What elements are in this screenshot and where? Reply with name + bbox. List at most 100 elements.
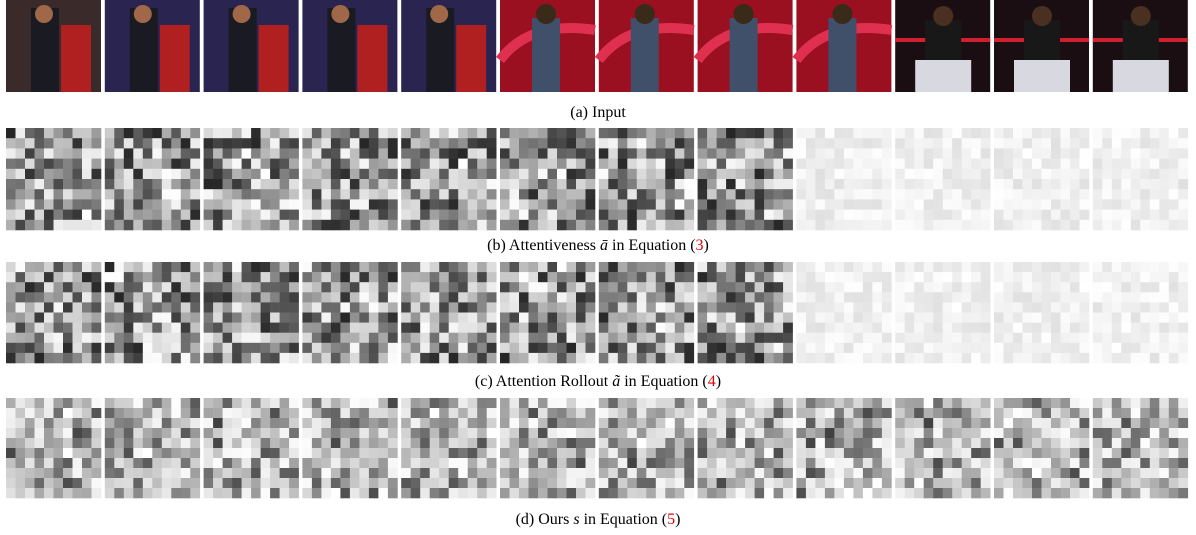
heatmap-cell (180, 272, 191, 283)
heatmap-cell (429, 428, 440, 439)
heatmap-cell (853, 428, 864, 439)
heatmap-cell (1102, 148, 1113, 159)
heatmap-cell (697, 302, 708, 313)
equation-ref[interactable]: 3 (696, 237, 704, 254)
heatmap-cell (745, 322, 755, 333)
heatmap-cell (1159, 312, 1170, 323)
heatmap-cell (289, 468, 299, 479)
heatmap-cell (378, 458, 389, 469)
heatmap-cell (1140, 158, 1151, 170)
heatmap-cell (980, 158, 991, 170)
heatmap-cell (684, 148, 695, 159)
heatmap-cell (745, 272, 755, 283)
heatmap-cell (270, 168, 280, 180)
heatmap-cell (697, 168, 708, 180)
heatmap-cell (1070, 292, 1080, 303)
heatmap-cell (232, 332, 242, 344)
heatmap-cell (904, 398, 915, 409)
heatmap-cell (1013, 332, 1023, 344)
equation-ref[interactable]: 5 (667, 511, 675, 528)
chair (456, 25, 487, 92)
heatmap-cell (1079, 332, 1090, 344)
heatmap-cell (608, 488, 619, 499)
heatmap-cell (655, 448, 666, 459)
heatmap-cell (133, 458, 144, 469)
heatmap-cell (359, 168, 370, 180)
heatmap-cell (232, 342, 242, 354)
heatmap-cell (477, 158, 487, 170)
heatmap-cell (684, 282, 695, 293)
heatmap-cell (1032, 428, 1042, 439)
heatmap-cell (260, 332, 271, 344)
heatmap-cell (410, 262, 421, 273)
heatmap-cell (862, 398, 873, 409)
heatmap-cell (773, 458, 784, 469)
heatmap-cell (971, 292, 981, 303)
heatmap-cell (123, 468, 134, 479)
heatmap (598, 128, 695, 231)
heatmap-cell (311, 219, 322, 231)
heatmap-cell (1102, 282, 1113, 293)
heatmap-cell (805, 478, 816, 489)
heatmap-cell (994, 138, 1004, 149)
heatmap-cell (420, 189, 430, 200)
heatmap-cell (528, 179, 539, 190)
heatmap-cell (401, 418, 411, 429)
heatmap-cell (213, 168, 223, 180)
heatmap-cell (1022, 158, 1033, 170)
heatmap-cell (1102, 352, 1113, 364)
heatmap-cell (528, 398, 539, 409)
heatmap-cell (429, 128, 440, 139)
heatmap-cell (429, 342, 440, 354)
heatmap-cell (203, 398, 214, 409)
heatmap-cell (783, 322, 793, 333)
heatmap-cell (1003, 418, 1014, 429)
heatmap-cell (519, 138, 529, 149)
heatmap-cell (805, 322, 816, 333)
heatmap-cell (805, 332, 816, 344)
heatmap-cell (1070, 478, 1080, 489)
heatmap-cell (815, 332, 826, 344)
heatmap-cell (608, 189, 619, 200)
heatmap-cell (617, 148, 628, 159)
heatmap-cell (1168, 332, 1179, 344)
heatmap-cell (378, 292, 389, 303)
heatmap-cell (585, 199, 596, 210)
equation-ref[interactable]: 4 (708, 373, 716, 390)
heatmap-cell (302, 292, 313, 303)
heatmap-cell (636, 148, 647, 159)
heatmap-cell (180, 128, 191, 139)
heatmap-cell (359, 148, 370, 159)
heatmap-cell (994, 418, 1004, 429)
heatmap-cell (232, 488, 242, 499)
heatmap-cell (1079, 458, 1090, 469)
heatmap-cell (1178, 448, 1189, 459)
heatmap-cell (872, 448, 883, 459)
heatmap-cell (279, 408, 290, 419)
heatmap-cell (707, 468, 717, 479)
heatmap-cell (971, 219, 981, 231)
heatmap-cell (538, 478, 548, 489)
heatmap-cell (627, 189, 638, 200)
heatmap-cell (91, 179, 102, 190)
heatmap-cell (15, 438, 26, 449)
heatmap-cell (716, 342, 727, 354)
heatmap-cell (63, 448, 73, 459)
heatmap-cell (674, 468, 685, 479)
heatmap-cell (1149, 272, 1160, 283)
heatmap-cell (834, 158, 845, 170)
heatmap-cell (410, 168, 421, 180)
heatmap-cell (923, 219, 934, 231)
heatmap-cell (1060, 428, 1071, 439)
heatmap-cell (1060, 398, 1071, 409)
heatmap-cell (378, 219, 389, 231)
heatmap-cell (1051, 158, 1061, 170)
heatmap-cell (881, 189, 892, 200)
heatmap-cell (557, 428, 567, 439)
heatmap (994, 398, 1090, 499)
heatmap-cell (952, 158, 962, 170)
heatmap-cell (933, 438, 943, 449)
heatmap-cell (961, 209, 972, 221)
heatmap-cell (585, 148, 596, 159)
heatmap-cell (1121, 312, 1132, 323)
